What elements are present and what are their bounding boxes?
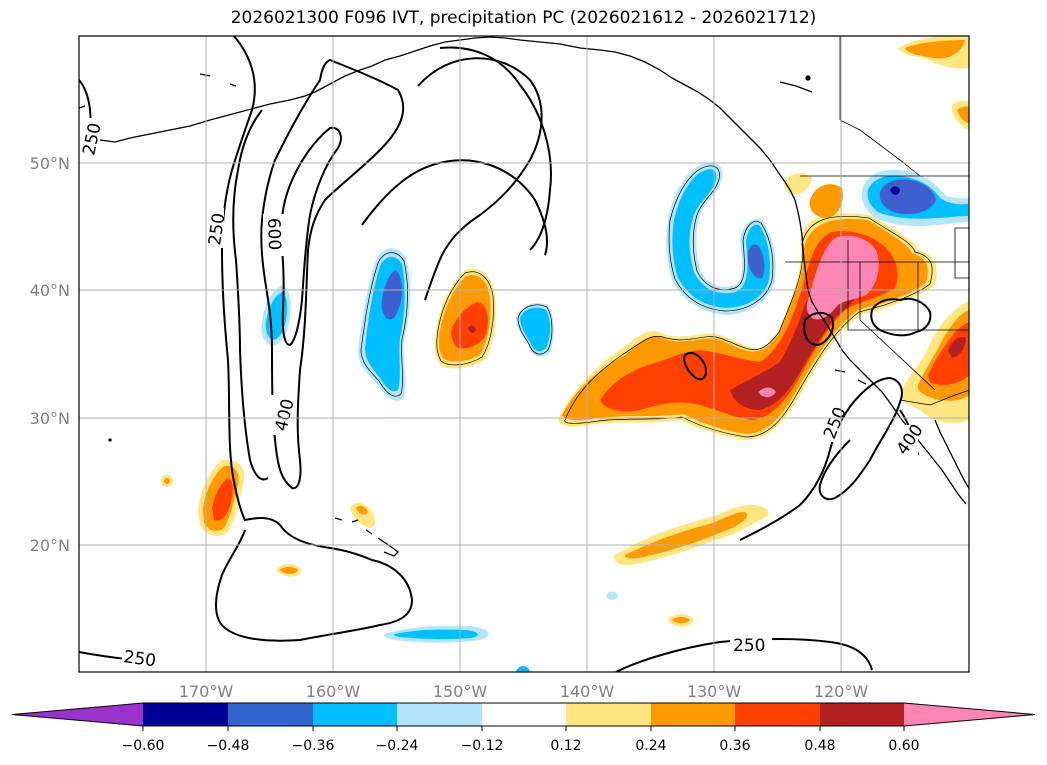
ivt-400-arc <box>417 57 543 301</box>
lat-tick-labels: 20°N 30°N 40°N 50°N <box>30 154 70 555</box>
border-states-4 <box>917 227 969 330</box>
lon-tick-labels: 170°W 160°W 150°W 140°W 130°W 120°W <box>179 682 869 701</box>
contour-label: 250 <box>205 212 229 247</box>
pc-neg-small-1 <box>516 666 530 672</box>
lat-tick-label: 50°N <box>30 154 70 173</box>
coastlines <box>79 36 969 557</box>
border-states-3 <box>859 262 936 391</box>
colorbar-label: −0.12 <box>461 738 504 754</box>
lat-tick-label: 40°N <box>30 281 70 300</box>
colorbar-bin <box>228 703 313 726</box>
ivt-250-outer <box>215 36 414 642</box>
lon-tick-label: 120°W <box>814 682 869 701</box>
pc-neg-132w-deep <box>672 169 770 308</box>
pc-neg-132w-strong <box>748 244 765 279</box>
pc-hawaii <box>350 502 376 528</box>
colorbar-label: 0.48 <box>804 738 835 754</box>
pc-right-edge-mid <box>957 106 969 124</box>
contour-label: 250 <box>122 647 157 671</box>
coast-west <box>784 181 967 505</box>
ivt-400-alaska <box>260 58 405 490</box>
coast-baja <box>934 419 969 490</box>
pc-shading <box>161 36 969 672</box>
colorbar-label: −0.48 <box>207 738 250 754</box>
colorbar-bin <box>143 703 228 726</box>
contour-label: 250 <box>733 636 765 656</box>
pc-150w-blob-higher <box>468 325 476 333</box>
pc-positive-band-max <box>806 235 879 320</box>
ivt-400-blob-2 <box>803 312 834 347</box>
colorbar-bin <box>566 703 651 726</box>
colorbar-ticks <box>142 726 905 731</box>
colorbar-bin <box>735 703 820 726</box>
pc-170w-blob-high <box>212 478 233 521</box>
contour-labels: 250 250 600 400 250 250 250 400 <box>79 121 927 671</box>
coast-alaska <box>314 36 786 183</box>
colorbar-label: −0.36 <box>292 738 335 754</box>
border-canada-prov <box>839 119 921 177</box>
colorbar-label: 0.36 <box>719 738 750 754</box>
pc-neg-south-deep <box>394 629 478 640</box>
pc-southern-streak-mid <box>624 512 748 559</box>
pc-neg-idaho-deepest <box>890 186 900 195</box>
colorbar: −0.60 −0.48 −0.36 −0.24 −0.12 0.12 0.24 … <box>11 702 1036 754</box>
lon-tick-label: 160°W <box>306 682 361 701</box>
ivt-400-blob-3 <box>870 297 932 337</box>
map-frame <box>78 35 970 673</box>
ivt-400-left <box>232 109 269 481</box>
lon-tick-label: 130°W <box>687 682 742 701</box>
lon-tick-label: 140°W <box>560 682 615 701</box>
colorbar-min-extend <box>12 703 143 726</box>
gridlines <box>79 36 969 672</box>
pc-wa-coast-2 <box>809 184 843 218</box>
colorbar-bin <box>313 703 397 726</box>
pc-top-right-mid <box>905 40 965 59</box>
pc-outlines <box>360 165 933 438</box>
map-content: 250 250 600 400 250 250 250 400 <box>79 36 969 672</box>
colorbar-label: −0.60 <box>122 738 165 754</box>
lon-tick-label: 170°W <box>179 682 234 701</box>
map-title: 2026021300 F096 IVT, precipitation PC (2… <box>230 8 817 28</box>
colorbar-label: 0.60 <box>888 738 919 754</box>
colorbar-label: 0.12 <box>550 738 581 754</box>
pc-small-1b <box>280 567 298 574</box>
ivt-400-blob-1 <box>683 352 707 381</box>
border-mexico <box>899 389 969 406</box>
lat-tick-label: 20°N <box>30 536 70 555</box>
border-states-2 <box>847 240 969 331</box>
contour-label-knockouts <box>79 118 918 670</box>
pc-wa-coast <box>784 173 812 195</box>
pc-dot-1b <box>164 478 170 484</box>
pc-neg-155w-strong <box>381 270 403 320</box>
colorbar-label: −0.24 <box>376 738 419 754</box>
colorbar-bin <box>482 703 566 726</box>
colorbar-bin <box>651 703 735 726</box>
lon-tick-label: 150°W <box>433 682 488 701</box>
ivt-250-east <box>739 376 903 541</box>
coast-aleutians <box>99 91 316 143</box>
contour-label: 600 <box>263 217 284 250</box>
borders <box>785 36 969 406</box>
colorbar-max-extend <box>904 703 1035 726</box>
colorbar-bin <box>397 703 482 726</box>
colorbar-bin <box>820 703 904 726</box>
ivt-600 <box>280 126 342 347</box>
pc-neg-small-2 <box>606 591 618 600</box>
pc-positive-band-max-2 <box>758 387 776 398</box>
coast-hawaii <box>334 517 399 557</box>
ivt-contours <box>79 36 932 672</box>
pc-hawaii-mid <box>356 505 368 515</box>
lat-tick-label: 30°N <box>30 409 70 428</box>
colorbar-label: 0.24 <box>635 738 666 754</box>
pc-neg-145w-deep <box>520 307 551 352</box>
ivt-250-inner-arc <box>361 159 548 256</box>
pc-sw-us-higher <box>948 337 966 358</box>
coast-aleutians-2 <box>79 73 237 109</box>
pc-small-2b <box>672 617 690 624</box>
